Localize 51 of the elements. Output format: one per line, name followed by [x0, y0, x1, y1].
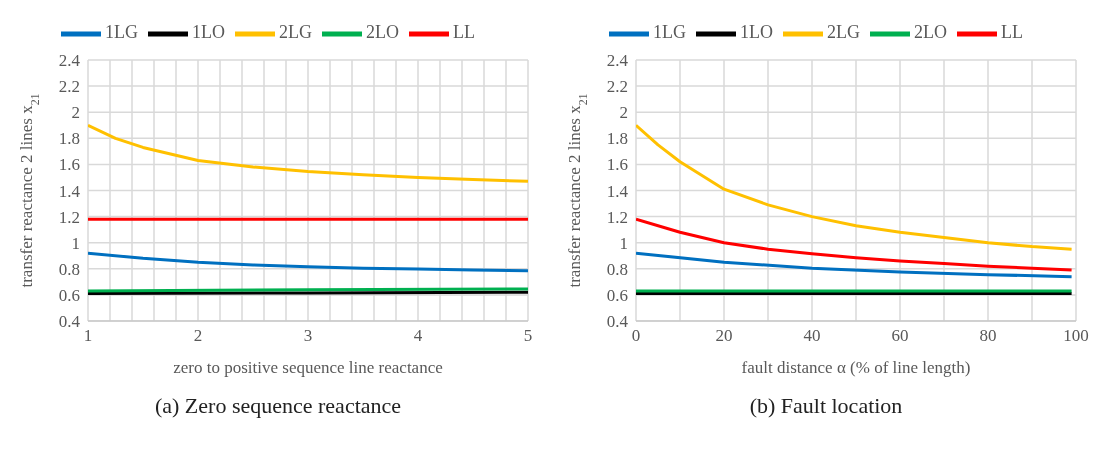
y-tick-label: 2.2	[606, 77, 628, 97]
x-tick-label: 80	[979, 326, 997, 346]
x-tick-label: 100	[1063, 326, 1089, 346]
line-series	[636, 123, 1074, 251]
legend-label: 2LG	[827, 22, 860, 43]
y-tick-label: 1.4	[606, 181, 629, 201]
text: (a) Zero sequence reactance	[153, 393, 403, 419]
legend-label: LL	[1001, 22, 1023, 43]
legend-label: 1LG	[653, 22, 686, 43]
line-series	[88, 251, 528, 273]
y-tick-label: 1	[619, 233, 628, 253]
y-tick-label: 2	[71, 103, 80, 123]
text: (b) Fault location	[748, 393, 904, 419]
y-tick-label: 0.8	[606, 259, 628, 279]
y-tick-label: 0.6	[606, 285, 628, 305]
y-tick-label: 0.6	[58, 285, 80, 305]
x-tick-label: 5	[523, 326, 533, 346]
y-tick-label: 1.2	[606, 207, 628, 227]
y-tick-label: 2.2	[58, 77, 80, 97]
y-tick-label: 1.8	[606, 129, 628, 149]
legend-label: 2LO	[914, 22, 947, 43]
legend-label: 1LG	[105, 22, 138, 43]
legend-label: 1LO	[192, 22, 225, 43]
legend-label: 2LG	[279, 22, 312, 43]
y-tick-label: 0.8	[58, 259, 80, 279]
line-series	[636, 217, 1074, 272]
x-axis-title: fault distance α (% of line length)	[741, 358, 971, 377]
x-tick-label: 20	[715, 326, 733, 346]
line-series	[636, 251, 1074, 279]
x-tick-label: 40	[803, 326, 821, 346]
x-tick-label: 3	[303, 326, 313, 346]
y-tick-label: 2.4	[606, 51, 629, 71]
y-tick-label: 1.2	[58, 207, 80, 227]
y-tick-label: 1	[71, 233, 80, 253]
y-tick-label: 1.4	[58, 181, 81, 201]
y-tick-label: 2.4	[58, 51, 81, 71]
x-tick-label: 60	[891, 326, 909, 346]
y-tick-label: 1.6	[606, 155, 628, 175]
x-tick-label: 0	[631, 326, 641, 346]
legend-label: 1LO	[740, 22, 773, 43]
legend-label: LL	[453, 22, 475, 43]
legend-label: 2LO	[366, 22, 399, 43]
x-axis-title: zero to positive sequence line reactance	[173, 358, 443, 377]
x-tick-label: 2	[193, 326, 203, 346]
y-tick-label: 0.4	[58, 312, 81, 332]
y-tick-label: 0.4	[606, 312, 629, 332]
line-series	[88, 123, 528, 183]
x-tick-label: 4	[413, 326, 423, 346]
y-tick-label: 1.6	[58, 155, 80, 175]
y-tick-label: 2	[619, 103, 628, 123]
y-tick-label: 1.8	[58, 129, 80, 149]
